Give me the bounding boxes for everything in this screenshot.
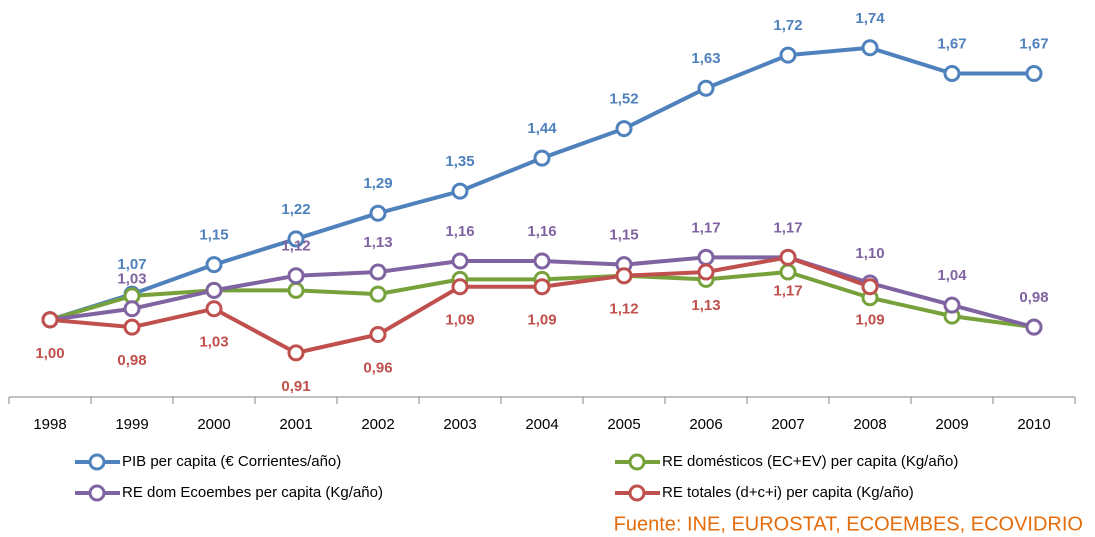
point (451, 252, 469, 270)
point (123, 300, 141, 318)
data-label: 1,15 (609, 227, 638, 244)
data-label: 1,12 (281, 238, 310, 255)
legend-label: RE totales (d+c+i) per capita (Kg/año) (662, 484, 914, 501)
point (287, 267, 305, 285)
point (369, 285, 387, 303)
x-tick-label: 2003 (443, 416, 476, 433)
x-tick-label: 2006 (689, 416, 722, 433)
x-tick-label: 2010 (1017, 416, 1050, 433)
legend-label: PIB per capita (€ Corrientes/año) (122, 453, 341, 470)
data-label: 1,16 (445, 223, 474, 240)
data-label: 1,13 (363, 234, 392, 251)
x-tick-label: 2008 (853, 416, 886, 433)
data-label: 1,67 (937, 35, 966, 52)
legend-marker (628, 484, 646, 502)
point (943, 296, 961, 314)
point (697, 248, 715, 266)
data-label: 0,98 (1019, 289, 1048, 306)
legend-label: RE dom Ecoembes per capita (Kg/año) (122, 484, 383, 501)
data-label: 1,12 (609, 301, 638, 318)
x-tick-label: 2007 (771, 416, 804, 433)
data-label: 1,03 (199, 334, 228, 351)
data-label: 1,09 (527, 312, 556, 329)
x-tick-label: 2009 (935, 416, 968, 433)
point (697, 263, 715, 281)
x-tick-label: 2001 (279, 416, 312, 433)
data-label: 0,96 (363, 359, 392, 376)
x-tick-label: 2002 (361, 416, 394, 433)
x-tick-label: 1999 (115, 416, 148, 433)
legend-marker (628, 453, 646, 471)
data-label: 1,10 (855, 245, 884, 262)
point (779, 46, 797, 64)
point (779, 263, 797, 281)
point (1025, 318, 1043, 336)
legend-marker (88, 484, 106, 502)
data-label: 0,98 (117, 352, 146, 369)
point (451, 278, 469, 296)
data-label: 1,74 (855, 10, 885, 27)
data-label: 1,63 (691, 50, 720, 67)
data-label: 1,17 (773, 219, 802, 236)
data-label: 1,17 (773, 282, 802, 299)
legend-marker (88, 453, 106, 471)
point (779, 248, 797, 266)
point (205, 300, 223, 318)
point (369, 204, 387, 222)
point (123, 318, 141, 336)
data-label: 1,29 (363, 175, 392, 192)
data-label: 1,03 (117, 271, 146, 288)
point (451, 182, 469, 200)
point (205, 256, 223, 274)
point (861, 39, 879, 57)
point (369, 263, 387, 281)
markers (41, 39, 1043, 362)
data-label: 1,00 (35, 345, 64, 362)
data-label: 0,91 (281, 378, 310, 395)
point (943, 65, 961, 83)
x-tick-label: 2004 (525, 416, 558, 433)
point (287, 230, 305, 248)
data-label: 1,16 (527, 223, 556, 240)
data-label: 1,15 (199, 227, 228, 244)
point (533, 278, 551, 296)
data-label: 1,07 (117, 256, 146, 273)
data-labels: 1,07 1,15 1,22 1,29 1,35 1,44 1,52 1,63 1,72 1,74… (35, 10, 1048, 395)
point (615, 120, 633, 138)
source-note: Fuente: INE, EUROSTAT, ECOEMBES, ECOVIDR… (614, 513, 1083, 535)
data-label: 1,22 (281, 201, 310, 218)
point (287, 281, 305, 299)
lines (49, 45, 1035, 355)
data-label: 1,13 (691, 297, 720, 314)
point (287, 344, 305, 362)
point (205, 281, 223, 299)
data-label: 1,09 (445, 312, 474, 329)
data-label: 1,35 (445, 153, 474, 170)
data-label: 1,52 (609, 91, 638, 108)
data-label: 1,04 (937, 267, 967, 284)
x-tick-label: 1998 (33, 416, 66, 433)
point (697, 79, 715, 97)
point (533, 149, 551, 167)
data-label: 1,09 (855, 312, 884, 329)
point (615, 267, 633, 285)
x-tick-label: 2000 (197, 416, 230, 433)
point (369, 326, 387, 344)
data-label: 1,44 (527, 120, 557, 137)
data-label: 1,72 (773, 17, 802, 34)
point (1025, 65, 1043, 83)
data-label: 1,67 (1019, 35, 1048, 52)
point (533, 252, 551, 270)
point (41, 311, 59, 329)
point (861, 278, 879, 296)
data-label: 1,17 (691, 219, 720, 236)
legend-label: RE domésticos (EC+EV) per capita (Kg/año… (662, 453, 958, 470)
x-tick-label: 2005 (607, 416, 640, 433)
